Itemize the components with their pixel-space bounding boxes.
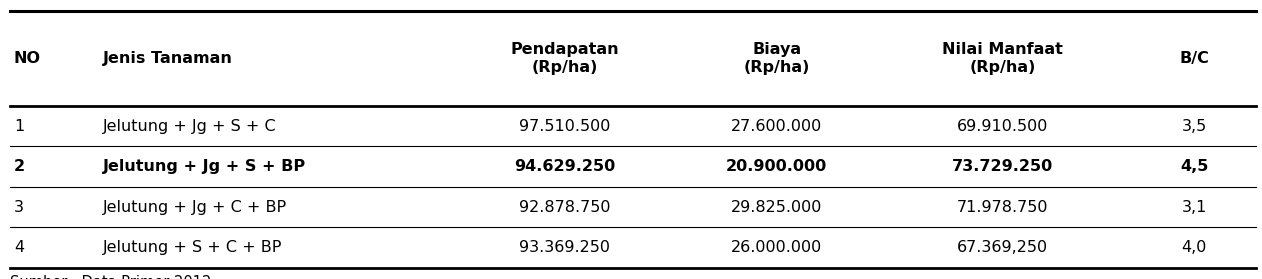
Text: Jelutung + S + C + BP: Jelutung + S + C + BP (102, 240, 283, 255)
Text: 2: 2 (14, 159, 25, 174)
Text: 69.910.500: 69.910.500 (957, 119, 1049, 134)
Text: 71.978.750: 71.978.750 (957, 200, 1049, 215)
Text: 92.878.750: 92.878.750 (519, 200, 611, 215)
Text: 29.825.000: 29.825.000 (731, 200, 823, 215)
Text: 73.729.250: 73.729.250 (952, 159, 1053, 174)
Text: 3,1: 3,1 (1181, 200, 1206, 215)
Text: 27.600.000: 27.600.000 (731, 119, 823, 134)
Text: Jelutung + Jg + S + BP: Jelutung + Jg + S + BP (102, 159, 305, 174)
Text: 26.000.000: 26.000.000 (731, 240, 823, 255)
Text: Jelutung + Jg + C + BP: Jelutung + Jg + C + BP (102, 200, 286, 215)
Text: 4,5: 4,5 (1180, 159, 1208, 174)
Text: 67.369,250: 67.369,250 (957, 240, 1047, 255)
Text: Jelutung + Jg + S + C: Jelutung + Jg + S + C (102, 119, 276, 134)
Text: NO: NO (14, 51, 40, 66)
Text: 3: 3 (14, 200, 24, 215)
Text: 93.369.250: 93.369.250 (519, 240, 610, 255)
Text: 3,5: 3,5 (1181, 119, 1206, 134)
Text: Pendapatan
(Rp/ha): Pendapatan (Rp/ha) (510, 42, 618, 75)
Text: 1: 1 (14, 119, 24, 134)
Text: Sumber : Data Primer 2012: Sumber : Data Primer 2012 (10, 275, 212, 279)
Text: Jenis Tanaman: Jenis Tanaman (102, 51, 232, 66)
Text: 94.629.250: 94.629.250 (514, 159, 615, 174)
Text: Biaya
(Rp/ha): Biaya (Rp/ha) (743, 42, 810, 75)
Text: B/C: B/C (1179, 51, 1209, 66)
Text: Nilai Manfaat
(Rp/ha): Nilai Manfaat (Rp/ha) (941, 42, 1063, 75)
Text: 4: 4 (14, 240, 24, 255)
Text: 97.510.500: 97.510.500 (519, 119, 610, 134)
Text: 20.900.000: 20.900.000 (726, 159, 827, 174)
Text: 4,0: 4,0 (1181, 240, 1206, 255)
